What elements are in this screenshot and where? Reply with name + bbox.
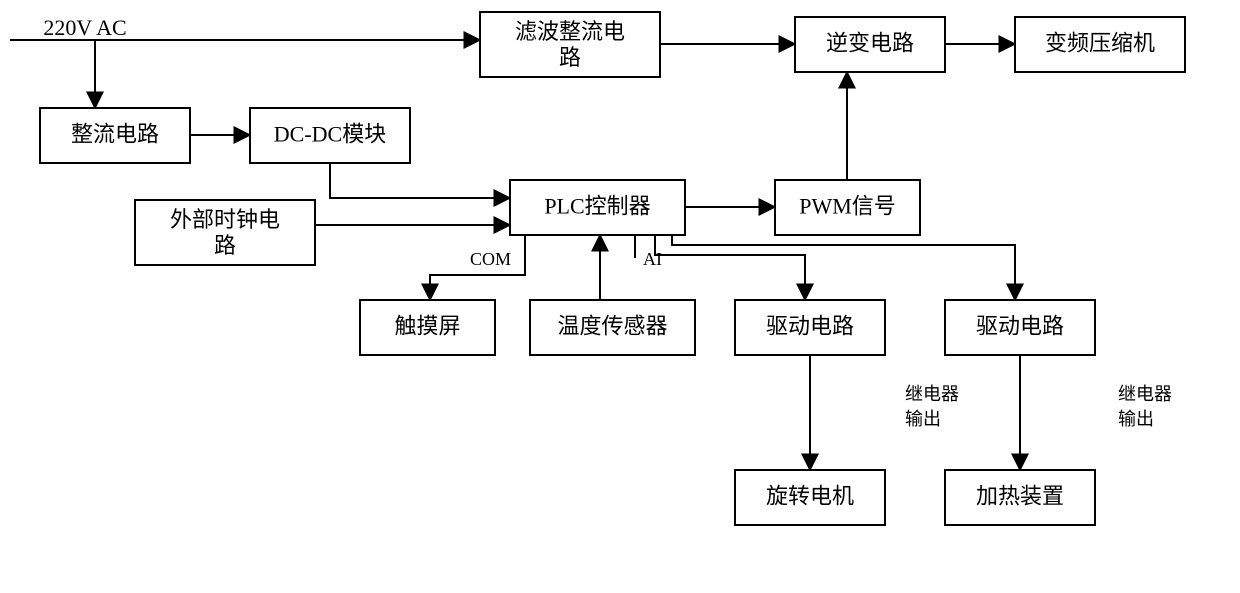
- edgelabel-relay2b: 输出: [1118, 409, 1154, 429]
- label-ac_label: 220V AC: [43, 15, 126, 40]
- edgelabel-relay2a: 继电器: [1118, 384, 1172, 404]
- block-diagram: 220V AC滤波整流电路逆变电路变频压缩机整流电路DC-DC模块外部时钟电路P…: [0, 0, 1240, 593]
- edgelabel-ai: AI: [643, 249, 662, 269]
- label-filter_rect-1: 滤波整流电: [515, 19, 625, 44]
- label-ext_clock-1: 外部时钟电: [170, 207, 280, 232]
- label-drive1: 驱动电路: [766, 314, 854, 339]
- label-dcdc: DC-DC模块: [274, 122, 386, 147]
- label-ext_clock-2: 路: [214, 233, 236, 258]
- label-motor: 旋转电机: [766, 484, 854, 509]
- label-filter_rect-2: 路: [559, 45, 581, 70]
- edge-dcdc-plc: [330, 163, 510, 198]
- edgelabel-relay1b: 输出: [905, 409, 941, 429]
- label-temp: 温度传感器: [557, 314, 667, 339]
- edgelabel-com: COM: [470, 249, 511, 269]
- label-inverter: 逆变电路: [826, 31, 914, 56]
- label-pwm: PWM信号: [799, 194, 896, 219]
- label-plc: PLC控制器: [544, 194, 650, 219]
- label-touch: 触摸屏: [394, 314, 460, 339]
- label-heater: 加热装置: [976, 484, 1064, 509]
- edgelabel-relay1a: 继电器: [905, 384, 959, 404]
- edge-plc-drive2: [672, 235, 1015, 300]
- label-compressor: 变频压缩机: [1045, 31, 1155, 56]
- label-rectifier: 整流电路: [71, 122, 159, 147]
- label-drive2: 驱动电路: [976, 314, 1064, 339]
